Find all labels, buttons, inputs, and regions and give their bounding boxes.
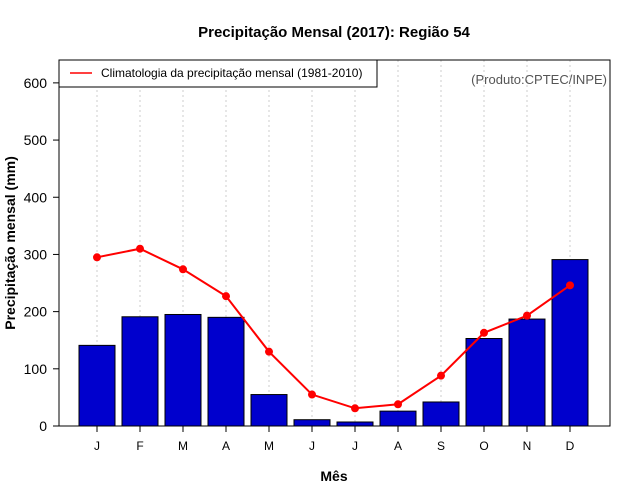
climatology-point-9 — [480, 328, 488, 337]
y-axis-label: Precipitação mensal (mm) — [2, 156, 18, 330]
y-tick-label: 0 — [39, 418, 47, 434]
x-tick-label: M — [178, 439, 188, 453]
bar-0 — [78, 344, 116, 427]
bar-1 — [121, 316, 159, 427]
bar-2 — [164, 313, 202, 427]
climatology-line — [96, 247, 571, 410]
bar-6 — [336, 421, 374, 427]
x-tick-label: S — [437, 439, 445, 453]
x-axis-label: Mês — [320, 468, 347, 484]
x-tick-label: J — [352, 439, 358, 453]
climatology-point-6 — [351, 404, 359, 413]
climatology-point-4 — [265, 347, 273, 356]
legend-label: Climatologia da precipitação mensal (198… — [101, 66, 362, 80]
source-annotation: (Produto:CPTEC/INPE) — [471, 72, 607, 87]
x-tick-label: A — [222, 439, 230, 453]
x-tick-label: M — [264, 439, 274, 453]
climatology-point-0 — [93, 253, 101, 262]
climatology-point-3 — [222, 292, 230, 301]
bar-4 — [250, 394, 288, 427]
climatology-point-1 — [136, 244, 144, 253]
legend-box — [58, 59, 378, 88]
bar-5 — [293, 419, 331, 427]
bar-10 — [508, 318, 546, 427]
chart-title: Precipitação Mensal (2017): Região 54 — [198, 24, 470, 41]
x-tick-label: O — [479, 439, 488, 453]
climatology-point-7 — [394, 400, 402, 409]
bar-8 — [422, 401, 460, 427]
climatology-point-5 — [308, 390, 316, 399]
y-tick-label: 600 — [24, 75, 48, 91]
climatology-point-8 — [437, 371, 445, 380]
x-tick-label: A — [394, 439, 402, 453]
y-tick-label: 100 — [24, 361, 48, 377]
y-tick-label: 400 — [24, 189, 48, 205]
climatology-point-11 — [566, 281, 574, 290]
y-tick-label: 300 — [24, 246, 48, 262]
bar-7 — [379, 410, 417, 427]
y-axis: 0 100 200 300 400 500 600 — [24, 75, 59, 434]
x-tick-label: N — [523, 439, 532, 453]
y-tick-label: 500 — [24, 132, 48, 148]
x-tick-label: F — [136, 439, 143, 453]
bar-3 — [207, 316, 245, 427]
x-tick-label: J — [309, 439, 315, 453]
bar-9 — [465, 338, 503, 427]
x-tick-label: J — [94, 439, 100, 453]
climatology-point-2 — [179, 265, 187, 274]
legend: Climatologia da precipitação mensal (198… — [58, 59, 378, 88]
line-layer — [93, 244, 574, 413]
y-tick-label: 200 — [24, 304, 48, 320]
bars-layer — [78, 259, 589, 427]
climatology-point-10 — [523, 311, 531, 320]
x-tick-label: D — [566, 439, 575, 453]
